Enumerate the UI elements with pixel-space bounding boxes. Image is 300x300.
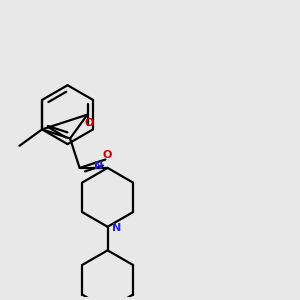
Text: N: N [112,223,121,233]
Text: O: O [84,118,94,128]
Text: O: O [102,150,112,160]
Text: N: N [94,161,104,171]
